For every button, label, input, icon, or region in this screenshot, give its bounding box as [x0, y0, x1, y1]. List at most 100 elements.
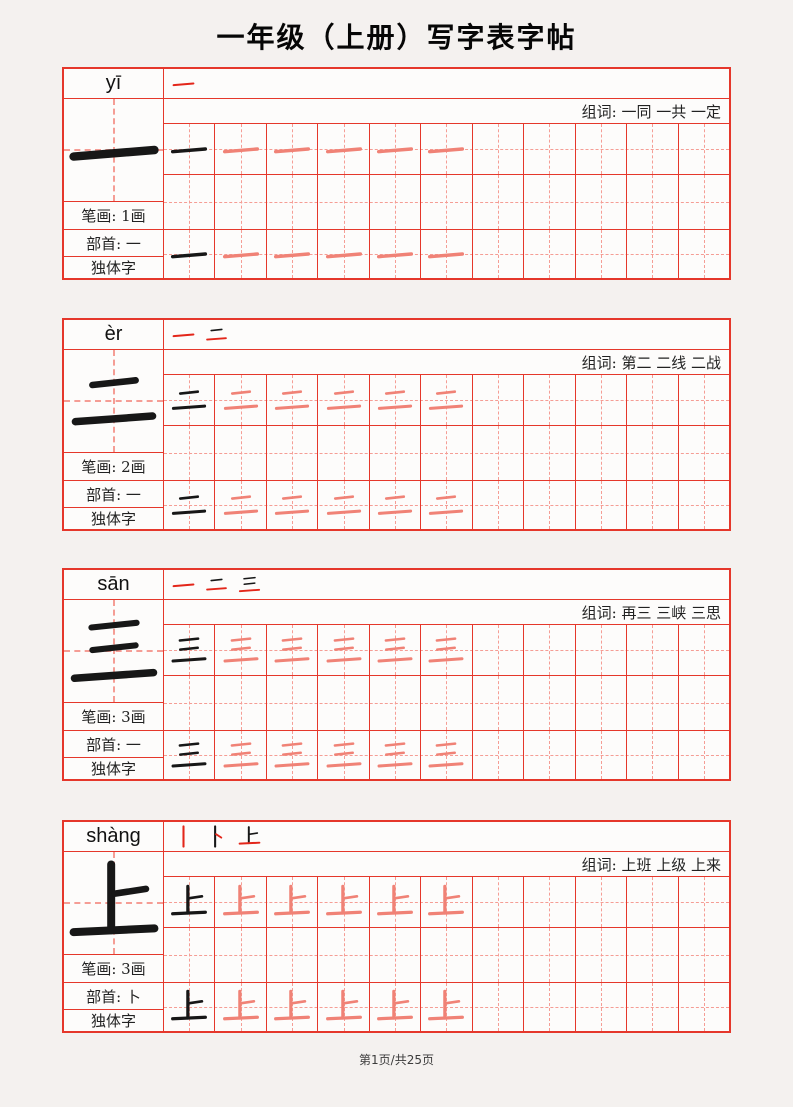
stroke-count-label: 笔画: 2画: [64, 453, 163, 482]
practice-cell: [265, 625, 317, 675]
practice-cell: [265, 375, 317, 425]
practice-cell: [523, 676, 574, 730]
practice-cell: [677, 124, 729, 174]
practice-cell: [574, 731, 626, 779]
cell-center-guide: [292, 731, 294, 779]
cell-center-guide: [292, 375, 294, 425]
practice-cell: [471, 175, 523, 229]
practice-cell: [214, 426, 265, 480]
practice-cell: [164, 928, 214, 982]
practice-row-blank: [164, 175, 729, 230]
trace-character: [274, 742, 310, 768]
practice-cell: [523, 625, 574, 675]
stroke-order-step: [238, 576, 261, 593]
cell-center-guide: [549, 983, 551, 1031]
practice-cell: [574, 877, 626, 927]
radical-label: 部首: 一: [64, 230, 163, 257]
cell-center-guide: [395, 877, 397, 927]
practice-cell: [164, 124, 214, 174]
cell-center-guide: [549, 676, 551, 730]
practice-cell: [265, 124, 317, 174]
cell-center-guide: [703, 676, 705, 730]
model-character: [171, 742, 207, 768]
cell-center-guide: [292, 983, 294, 1031]
cell-center-guide: [600, 230, 602, 278]
practice-cell: [471, 375, 523, 425]
stroke-order-row: [164, 69, 729, 99]
cell-center-guide: [703, 731, 705, 779]
practice-cell: [471, 426, 523, 480]
practice-cell: [523, 983, 574, 1031]
practice-cell: [574, 928, 626, 982]
practice-cell: [626, 426, 677, 480]
big-character: [71, 377, 156, 426]
practice-cell: [626, 676, 677, 730]
cell-center-guide: [497, 124, 499, 174]
stroke-order-step: [172, 82, 195, 87]
cell-center-guide: [240, 481, 242, 529]
cell-center-guide: [189, 877, 191, 927]
practice-cell: [214, 230, 265, 278]
cell-center-guide: [292, 426, 294, 480]
practice-cell: [574, 124, 626, 174]
cell-center-guide: [343, 877, 345, 927]
stroke-order-step: [206, 328, 227, 341]
practice-cell: [214, 877, 265, 927]
cell-center-guide: [600, 426, 602, 480]
cell-center-guide: [497, 983, 499, 1031]
cell-center-guide: [240, 175, 242, 229]
block-left-column: shàng 笔画: 3画 部首: 卜 独体字: [64, 822, 164, 1031]
practice-cell: [317, 230, 368, 278]
cell-center-guide: [343, 928, 345, 982]
cell-center-guide: [189, 983, 191, 1031]
cell-center-guide: [240, 625, 242, 675]
cell-center-guide: [189, 928, 191, 982]
practice-cell: [574, 230, 626, 278]
character-block: yī 笔画: 1画 部首: 一 独体字 组词: 一同 一共 一定: [62, 67, 731, 280]
cell-center-guide: [292, 676, 294, 730]
practice-cell: [523, 426, 574, 480]
practice-cell: [677, 481, 729, 529]
cell-center-guide: [703, 175, 705, 229]
cell-center-guide: [189, 625, 191, 675]
practice-cell: [626, 983, 677, 1031]
practice-cell: [574, 625, 626, 675]
practice-cell: [574, 175, 626, 229]
model-character: [171, 252, 208, 259]
cell-center-guide: [497, 230, 499, 278]
practice-cell: [317, 375, 368, 425]
cell-center-guide: [343, 625, 345, 675]
big-character: [70, 619, 157, 683]
practice-cell: [317, 426, 368, 480]
practice-cell: [317, 731, 368, 779]
stroke-order-step: [172, 333, 195, 338]
cell-center-guide: [703, 426, 705, 480]
practice-cell: [317, 676, 368, 730]
practice-cell: [471, 928, 523, 982]
big-character: [68, 145, 159, 161]
trace-character: [429, 495, 464, 515]
practice-cell: [677, 676, 729, 730]
practice-row-top: [164, 375, 729, 426]
cell-center-guide: [395, 375, 397, 425]
practice-cell: [164, 676, 214, 730]
trace-character: [325, 989, 362, 1021]
trace-character: [377, 884, 413, 916]
practice-cell: [317, 481, 368, 529]
character-block: shàng 笔画: 3画 部首: 卜 独体字 组词: 上班 上级 上来: [62, 820, 731, 1033]
practice-cell: [164, 175, 214, 229]
word-combinations-label: 组词: 第二 二线 二战: [164, 350, 729, 375]
page-title: 一年级（上册）写字表字帖: [216, 21, 577, 54]
practice-cell: [626, 731, 677, 779]
word-combinations-label: 组词: 一同 一共 一定: [164, 99, 729, 124]
cell-center-guide: [343, 175, 345, 229]
practice-cell: [214, 731, 265, 779]
trace-character: [429, 390, 464, 410]
practice-cell: [164, 731, 214, 779]
block-left-column: sān 笔画: 3画 部首: 一 独体字: [64, 570, 164, 779]
practice-cell: [420, 928, 471, 982]
trace-character: [377, 742, 413, 768]
trace-character: [223, 742, 259, 768]
practice-cell: [368, 676, 420, 730]
practice-cell: [265, 877, 317, 927]
